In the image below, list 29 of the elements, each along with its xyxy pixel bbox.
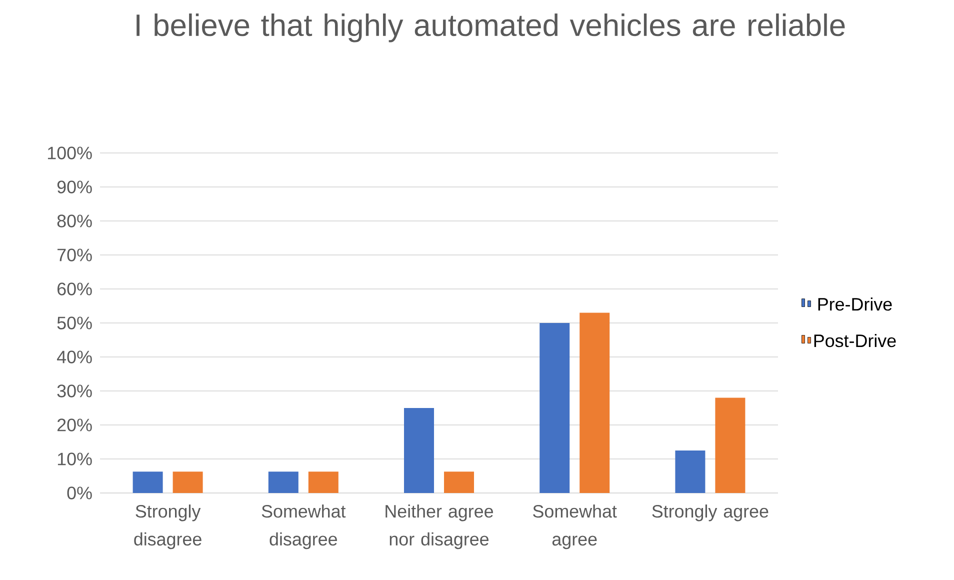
x-tick-label: Somewhat disagree (262, 504, 346, 550)
bar (540, 322, 570, 493)
y-tick-label: 90% (57, 180, 92, 194)
bar (308, 472, 338, 493)
y-tick-label: 20% (58, 418, 92, 432)
y-tick-label: 10% (58, 452, 92, 466)
x-tick-label: Strongly agree (652, 504, 768, 522)
chart-title: I believe that highly automated vehicles are reliable (136, 13, 845, 42)
bar (580, 312, 610, 493)
x-tick-label: Neither agree nor disagree (386, 504, 494, 550)
bar (715, 398, 746, 493)
bar (404, 408, 434, 493)
y-tick-label: 60% (58, 282, 92, 296)
y-tick-label: 30% (57, 384, 92, 398)
legend-label: Pre-Drive (818, 298, 892, 311)
bar (172, 472, 203, 493)
y-tick-label: 0% (67, 486, 92, 500)
bar (444, 472, 474, 493)
bar (675, 450, 706, 493)
y-tick-label: 40% (57, 350, 92, 364)
bar (268, 472, 298, 493)
y-tick-label: 100% (48, 146, 92, 160)
y-tick-label: 50% (57, 316, 92, 330)
y-tick-label: 80% (57, 214, 92, 228)
x-tick-label: Somewhat agree (533, 504, 617, 550)
legend-label: Post-Drive (814, 334, 896, 348)
y-tick-label: 70% (58, 248, 92, 262)
bar (132, 472, 163, 493)
x-tick-label: Strongly disagree (134, 504, 202, 550)
